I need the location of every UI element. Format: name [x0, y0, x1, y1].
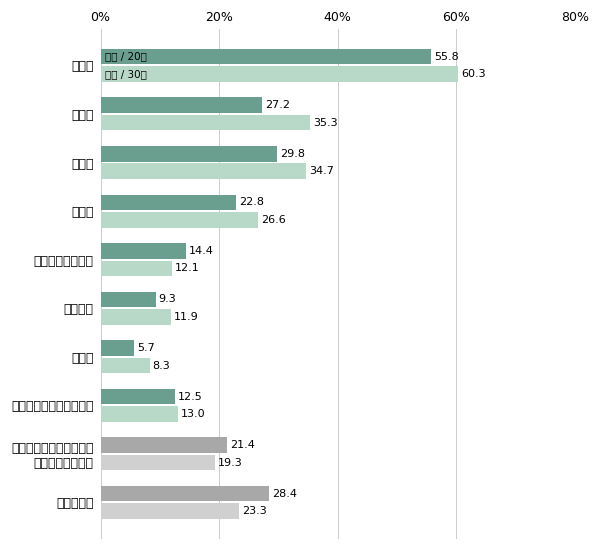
Text: 23.3: 23.3: [242, 506, 266, 516]
Bar: [101, 146, 277, 162]
Bar: [101, 243, 186, 258]
Bar: [101, 455, 215, 470]
Text: 12.5: 12.5: [178, 392, 202, 402]
Bar: [101, 67, 458, 82]
Text: 34.7: 34.7: [309, 166, 334, 176]
Bar: [101, 486, 269, 502]
Text: 8.3: 8.3: [153, 360, 170, 371]
Text: 13.0: 13.0: [181, 409, 205, 419]
Bar: [101, 292, 155, 307]
Bar: [101, 49, 431, 64]
Bar: [101, 340, 134, 356]
Text: 9.3: 9.3: [158, 294, 176, 305]
Text: 11.9: 11.9: [174, 312, 199, 322]
Bar: [101, 389, 175, 404]
Text: 27.2: 27.2: [265, 100, 290, 110]
Text: 26.6: 26.6: [261, 215, 286, 225]
Bar: [101, 406, 178, 422]
Bar: [101, 358, 150, 373]
Bar: [101, 163, 306, 179]
Bar: [101, 261, 172, 276]
Text: 60.3: 60.3: [461, 69, 485, 79]
Text: 12.1: 12.1: [175, 263, 200, 273]
Text: 男性 / 30代: 男性 / 30代: [105, 69, 147, 79]
Bar: [101, 115, 310, 130]
Bar: [101, 309, 171, 324]
Text: 22.8: 22.8: [239, 197, 264, 207]
Text: 19.3: 19.3: [218, 458, 243, 468]
Bar: [101, 503, 239, 519]
Text: 14.4: 14.4: [189, 246, 214, 256]
Text: 35.3: 35.3: [313, 118, 337, 128]
Bar: [101, 195, 236, 210]
Bar: [101, 437, 227, 453]
Text: 男性 / 20代: 男性 / 20代: [105, 52, 147, 62]
Text: 29.8: 29.8: [280, 149, 305, 159]
Text: 55.8: 55.8: [434, 52, 459, 62]
Bar: [101, 212, 258, 228]
Text: 28.4: 28.4: [272, 489, 297, 499]
Text: 21.4: 21.4: [230, 440, 255, 450]
Text: 5.7: 5.7: [137, 343, 155, 353]
Bar: [101, 97, 262, 113]
